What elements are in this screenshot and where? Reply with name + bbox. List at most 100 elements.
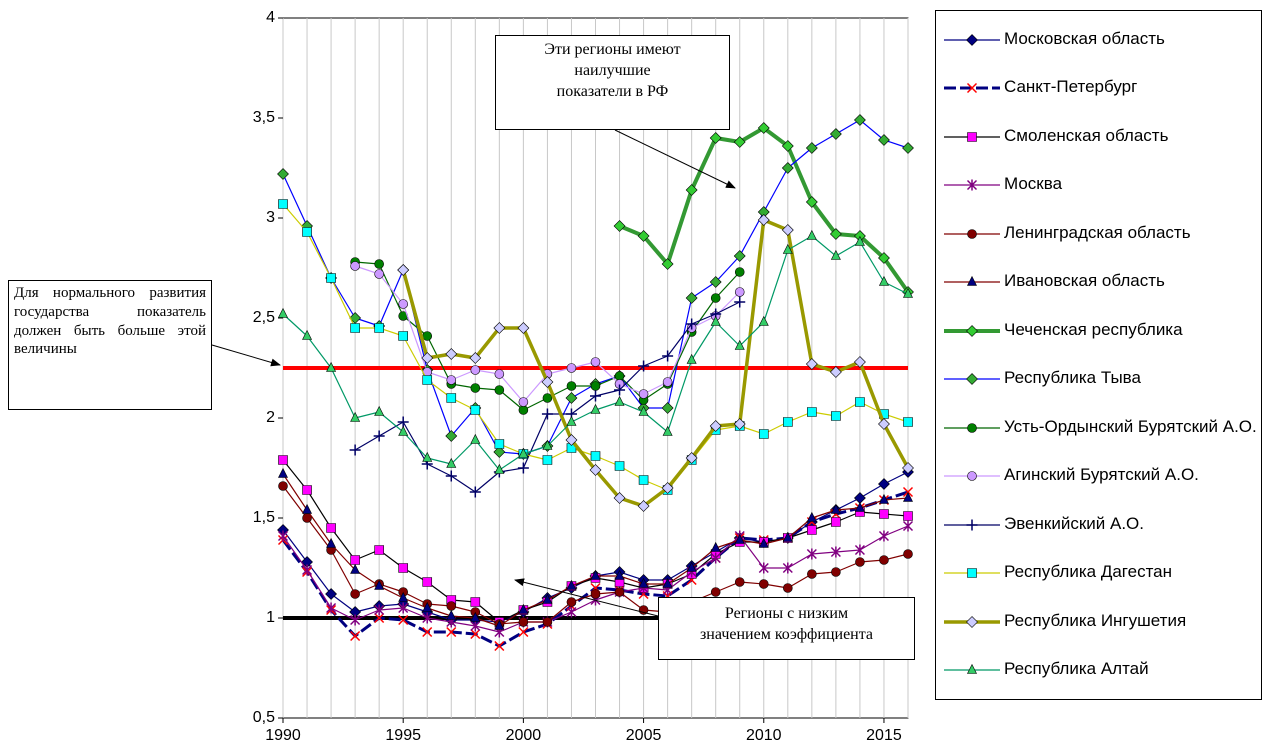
data-point: [734, 267, 745, 277]
data-point: [830, 249, 841, 260]
data-point: [493, 446, 506, 458]
data-point: [518, 405, 529, 415]
data-point: [494, 640, 505, 652]
data-point: [470, 611, 481, 622]
data-point: [326, 273, 336, 283]
data-point: [902, 462, 914, 474]
data-point: [782, 243, 793, 254]
data-point: [661, 482, 674, 494]
data-point: [781, 140, 794, 152]
data-point: [302, 329, 313, 340]
data-point: [638, 389, 649, 399]
data-point: [757, 214, 770, 226]
data-point: [831, 567, 841, 577]
data-point: [566, 579, 577, 590]
annotation: Регионы с низким значением коэффициента: [658, 597, 915, 660]
data-point: [903, 491, 913, 502]
data-point: [350, 411, 361, 422]
data-point: [662, 350, 674, 362]
data-point: [661, 258, 674, 270]
data-point: [517, 462, 529, 474]
legend-marker: [966, 373, 978, 386]
legend-marker: [966, 519, 978, 531]
data-point: [903, 549, 913, 559]
data-point: [662, 425, 673, 436]
data-point: [637, 500, 650, 512]
data-point: [831, 411, 841, 421]
legend-item: Республика Алтай: [942, 659, 1259, 681]
data-point: [350, 261, 360, 271]
legend-item: Ленинградская область: [942, 223, 1259, 245]
data-point: [470, 365, 481, 375]
legend-item: Чеченская республика: [942, 320, 1259, 342]
data-point: [350, 323, 360, 333]
y-tick-label: 2: [266, 409, 275, 426]
legend-marker: [967, 422, 977, 433]
legend-item: Санкт-Петербург: [942, 77, 1259, 99]
data-point: [613, 492, 626, 504]
data-point: [446, 457, 457, 468]
data-point: [422, 331, 433, 341]
data-point: [590, 569, 601, 580]
arrow: [211, 344, 281, 367]
data-point: [806, 229, 817, 240]
data-point: [685, 292, 698, 304]
data-point: [781, 224, 794, 236]
data-point: [446, 601, 457, 611]
legend-swatch: [944, 615, 1000, 628]
y-tick-label: 1,5: [253, 509, 275, 526]
legend-item: Республика Тыва: [942, 368, 1259, 390]
data-point: [398, 299, 408, 309]
data-point: [686, 318, 698, 330]
data-point: [879, 509, 889, 519]
data-point: [470, 383, 481, 393]
data-point: [734, 339, 745, 350]
legend-label: Ивановская область: [1004, 271, 1165, 291]
legend-marker: [966, 179, 978, 191]
legend: Московская область Санкт-Петербург Смоленс…: [935, 10, 1262, 700]
data-point: [302, 503, 313, 514]
legend-item: Эвенкийский А.О.: [942, 514, 1259, 536]
data-point: [469, 486, 481, 498]
legend-marker: [967, 132, 977, 142]
data-point: [350, 630, 361, 642]
legend-marker: [966, 324, 978, 337]
data-point: [662, 377, 673, 387]
legend-item: Московская область: [942, 29, 1259, 51]
data-point: [589, 464, 602, 476]
legend-marker: [967, 471, 977, 481]
legend-item: Ивановская область: [942, 271, 1259, 293]
data-point: [374, 579, 385, 590]
data-point: [446, 375, 457, 385]
data-point: [614, 379, 625, 389]
data-point: [733, 136, 746, 148]
data-point: [590, 381, 601, 391]
data-point: [878, 134, 890, 146]
x-tick-label: 2000: [506, 727, 542, 744]
legend-item: Республика Дагестан: [942, 562, 1259, 584]
data-point: [277, 530, 289, 542]
y-tick-label: 3: [266, 209, 275, 226]
data-point: [781, 162, 794, 174]
data-point: [638, 475, 649, 485]
annotation: Для нормального развития государства пок…: [8, 280, 212, 410]
data-point: [302, 564, 313, 576]
data-point: [734, 577, 745, 587]
data-point: [758, 562, 769, 574]
legend-label: Ленинградская область: [1004, 222, 1191, 242]
data-point: [494, 369, 505, 379]
data-point: [398, 331, 408, 341]
data-point: [350, 563, 361, 574]
data-point: [855, 557, 865, 567]
data-point: [661, 402, 674, 414]
data-point: [710, 541, 721, 552]
data-point: [445, 430, 458, 442]
data-point: [878, 275, 889, 286]
data-point: [878, 493, 889, 504]
data-point: [518, 603, 529, 614]
data-point: [782, 562, 793, 574]
legend-swatch: [944, 568, 1000, 578]
legend-marker: [966, 34, 978, 46]
data-point: [422, 626, 433, 638]
data-point: [734, 287, 745, 297]
